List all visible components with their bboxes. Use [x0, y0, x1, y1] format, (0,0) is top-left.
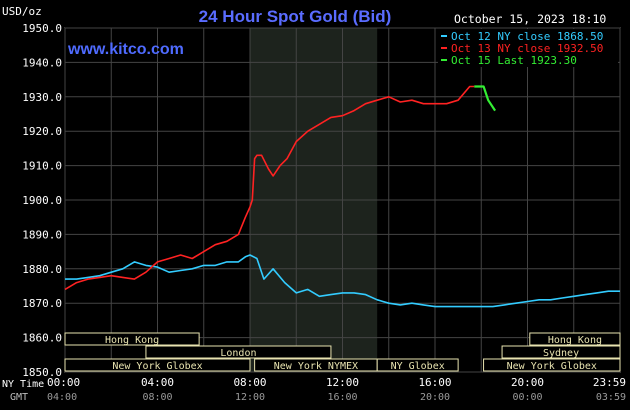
- y-tick-label: 1900.0: [22, 194, 62, 207]
- x-tick-label-ny: 12:00: [326, 376, 359, 389]
- session-box: [376, 358, 459, 372]
- y-tick-label: 1880.0: [22, 263, 62, 276]
- x-tick-label-gmt: 12:00: [235, 392, 265, 403]
- x-tick-label-gmt: 20:00: [420, 392, 450, 403]
- y-tick-label: 1950.0: [22, 22, 62, 35]
- y-axis-label: USD/oz: [2, 5, 42, 18]
- y-tick-label: 1920.0: [22, 125, 62, 138]
- session-sydney: Sydney: [501, 345, 621, 359]
- legend-label: Oct 13 NY close 1932.50: [451, 42, 603, 55]
- series-line-3: [474, 85, 497, 112]
- y-tick-label: 1940.0: [22, 56, 62, 69]
- session-new-york-globex: New York Globex: [483, 358, 621, 372]
- session-london: London: [145, 345, 332, 359]
- session-new-york-globex: New York Globex: [64, 358, 251, 372]
- y-tick-label: 1930.0: [22, 91, 62, 104]
- session-label: Hong Kong: [105, 335, 159, 346]
- y-tick-label: 1910.0: [22, 160, 62, 173]
- session-hong-kong: Hong Kong: [64, 332, 200, 346]
- session-label: Sydney: [543, 348, 579, 359]
- timestamp: October 15, 2023 18:10: [454, 12, 606, 26]
- y-tick-label: 1870.0: [22, 297, 62, 310]
- chart-title: 24 Hour Spot Gold (Bid): [199, 7, 392, 26]
- x-tick-label-gmt: 04:00: [47, 392, 77, 403]
- session-box: [501, 345, 621, 359]
- watermark: www.kitco.com: [67, 41, 184, 58]
- x-axis-label-ny: NY Time: [2, 379, 44, 390]
- series-line-1: [65, 254, 620, 308]
- session-new-york-nymex: New York NYMEX: [254, 358, 378, 372]
- y-tick-label: 1890.0: [22, 228, 62, 241]
- x-tick-label-gmt: 03:59: [596, 392, 626, 403]
- x-tick-label-gmt: 00:00: [512, 392, 542, 403]
- session-box: [483, 358, 621, 372]
- x-tick-label-ny: 23:59: [593, 376, 626, 389]
- y-tick-label: 1860.0: [22, 332, 62, 345]
- x-tick-label-ny: 08:00: [233, 376, 266, 389]
- legend-entry-3: Oct 15 Last 1923.30: [441, 54, 577, 67]
- session-ny-globex: NY Globex: [376, 358, 459, 372]
- series-line-2: [64, 85, 475, 291]
- legend-label: Oct 15 Last 1923.30: [451, 54, 577, 67]
- x-axis-label-gmt: GMT: [10, 392, 28, 403]
- y-tick-label: 1850.0: [22, 366, 62, 379]
- session-box: [145, 345, 332, 359]
- x-tick-label-ny: 04:00: [141, 376, 174, 389]
- session-label: New York Globex: [507, 361, 597, 372]
- session-box: [64, 332, 200, 346]
- session-label: New York NYMEX: [274, 361, 358, 372]
- x-tick-label-gmt: 16:00: [327, 392, 357, 403]
- x-tick-label-ny: 00:00: [47, 376, 80, 389]
- session-label: NY Globex: [391, 361, 445, 372]
- session-box: [64, 358, 251, 372]
- legend-entry-2: Oct 13 NY close 1932.50: [441, 42, 603, 55]
- legend-box: [438, 29, 618, 67]
- session-label: New York Globex: [112, 361, 202, 372]
- session-label: London: [220, 348, 256, 359]
- x-tick-label-gmt: 08:00: [142, 392, 172, 403]
- x-tick-label-ny: 20:00: [511, 376, 544, 389]
- session-hong-kong: Hong Kong: [529, 332, 621, 346]
- session-box: [529, 332, 621, 346]
- legend-label: Oct 12 NY close 1868.50: [451, 30, 603, 43]
- session-label: Hong Kong: [548, 335, 602, 346]
- legend-entry-1: Oct 12 NY close 1868.50: [441, 30, 603, 43]
- x-tick-label-ny: 16:00: [418, 376, 451, 389]
